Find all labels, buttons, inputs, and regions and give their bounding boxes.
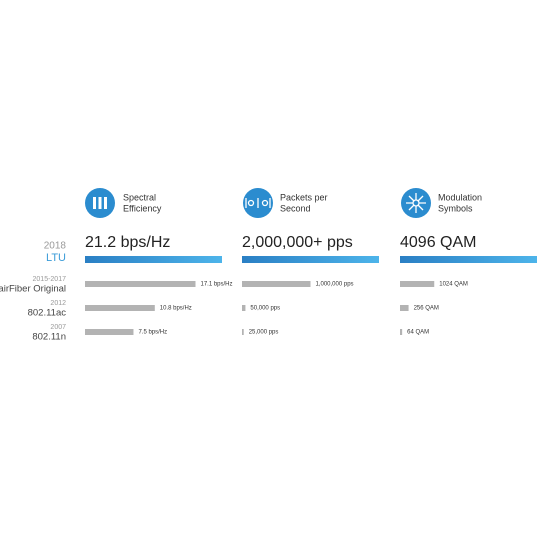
icon-packets bbox=[243, 188, 273, 218]
value-label: 1,000,000 pps bbox=[316, 282, 354, 288]
bar bbox=[400, 256, 537, 263]
row-year: 2018 bbox=[44, 241, 67, 252]
icon-modulation bbox=[401, 188, 431, 218]
bar bbox=[85, 305, 155, 311]
bar bbox=[242, 281, 311, 287]
bar bbox=[85, 256, 222, 263]
value-label: 256 QAM bbox=[414, 306, 439, 312]
value-label: 50,000 pps bbox=[250, 306, 280, 312]
row-year: 2015-2017 bbox=[33, 276, 67, 283]
panel-title: Modulation bbox=[438, 192, 482, 202]
headline-value: 4096 QAM bbox=[400, 234, 476, 251]
row-name: LTU bbox=[46, 252, 66, 264]
row-year: 2007 bbox=[50, 324, 66, 331]
row-name: 802.11n bbox=[32, 332, 66, 343]
value-label: 64 QAM bbox=[407, 330, 429, 336]
panel-title: Packets per bbox=[280, 192, 328, 202]
row-name: 802.11ac bbox=[28, 308, 67, 319]
panel-title: Efficiency bbox=[123, 203, 162, 213]
bar bbox=[242, 256, 379, 263]
panel-title: Second bbox=[280, 203, 311, 213]
value-label: 7.5 bps/Hz bbox=[138, 330, 167, 336]
bar bbox=[85, 329, 134, 335]
bar bbox=[400, 281, 435, 287]
row-year: 2012 bbox=[50, 300, 66, 307]
value-label: 10.8 bps/Hz bbox=[160, 306, 192, 312]
bar bbox=[400, 305, 409, 311]
headline-value: 21.2 bps/Hz bbox=[85, 234, 170, 251]
bar bbox=[242, 305, 246, 311]
headline-value: 2,000,000+ pps bbox=[242, 234, 353, 251]
value-label: 25,000 pps bbox=[249, 330, 279, 336]
panel-title: Symbols bbox=[438, 203, 473, 213]
panel-title: Spectral bbox=[123, 192, 156, 202]
value-label: 1024 QAM bbox=[439, 282, 468, 288]
icon-spectral bbox=[85, 188, 115, 218]
value-label: 17.1 bps/Hz bbox=[201, 282, 233, 288]
bar bbox=[400, 329, 403, 335]
bar bbox=[242, 329, 244, 335]
row-name: airFiber Original bbox=[0, 284, 66, 295]
bar bbox=[85, 281, 196, 287]
